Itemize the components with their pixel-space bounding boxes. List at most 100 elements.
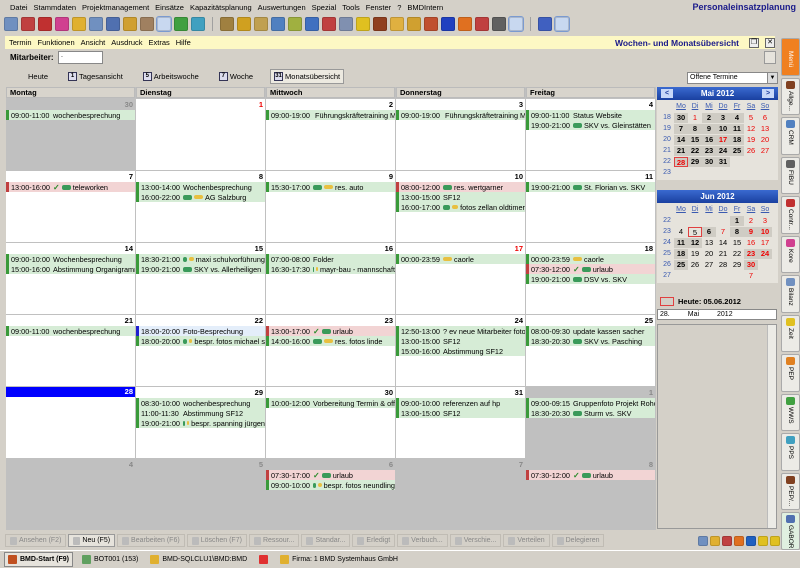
scrollbar[interactable] (767, 325, 776, 528)
delegieren-button[interactable]: Delegieren (551, 534, 605, 547)
text-icon[interactable] (21, 17, 35, 31)
close-icon[interactable]: ✕ (765, 37, 775, 48)
day-cell[interactable]: 2 09:00-19:00 Führungskräftetraining M (266, 99, 395, 170)
appointment[interactable]: 13:00-15:00 SF12 (396, 336, 525, 346)
menu-tools[interactable]: Tools (342, 2, 360, 12)
edit-icon[interactable] (407, 17, 421, 31)
tab-pps[interactable]: PPS (781, 433, 800, 471)
view-woche-button[interactable]: 7 Woche (216, 70, 256, 83)
mini-day[interactable]: 15 (688, 135, 702, 145)
day-cell[interactable]: 8 07:30-12:00 ✓ urlaub (526, 459, 655, 530)
chevron-down-icon[interactable]: ▼ (767, 73, 777, 83)
mini-day[interactable]: 3 (762, 216, 768, 225)
day-cell[interactable]: 8 13:00-14:00 Wochenbesprechung 16:00-22:00… (136, 171, 265, 242)
tab-contr[interactable]: Contr... (781, 196, 800, 234)
chart-icon[interactable] (72, 17, 86, 31)
taskbar-item[interactable]: BMD-Start (F9) (4, 552, 73, 567)
mini-day[interactable]: 28 (674, 157, 688, 167)
appointment[interactable]: 09:00-10:00 referenzen auf hp (396, 398, 525, 408)
appointment[interactable]: 09:00-11:00 wochenbesprechung (6, 326, 135, 336)
paw-icon[interactable] (441, 17, 455, 31)
mini-day[interactable]: 15 (732, 238, 742, 247)
appointment[interactable]: 07:00-08:00 Folder (266, 254, 395, 264)
mini-day[interactable]: 20 (760, 135, 770, 144)
users-icon[interactable] (156, 16, 172, 32)
standar-button[interactable]: Standar... (301, 534, 351, 547)
monitor-icon[interactable] (305, 17, 319, 31)
menu-projektmanagement[interactable]: Projektmanagement (82, 2, 150, 12)
day-cell[interactable]: 3 09:00-19:00 Führungskräftetraining M (396, 99, 525, 170)
ressour-button[interactable]: Ressour... (248, 534, 300, 547)
appointment[interactable]: 18:30-21:00 maxi schulvorführung (136, 254, 265, 264)
appointment[interactable]: 19:00-21:00 bespr. spanning jürgen (136, 418, 265, 428)
mini-day[interactable]: 18 (674, 249, 688, 259)
mini-day[interactable]: 23 (702, 146, 716, 156)
verteilen-button[interactable]: Verteilen (503, 534, 550, 547)
appointment[interactable]: 18:00-20:00 Foto-Besprechung (136, 326, 265, 336)
day-cell[interactable]: 5 (136, 459, 265, 530)
mini-day[interactable]: 8 (730, 227, 744, 237)
appointment[interactable]: 13:00-17:00 ✓ urlaub (266, 326, 395, 336)
mini-day[interactable]: 20 (704, 249, 714, 258)
mini-day[interactable]: 3 (716, 113, 730, 123)
day-cell[interactable]: 30 09:00-11:00 wochenbesprechung (6, 99, 135, 170)
appointment[interactable]: 19:00-21:00 DSV vs. SKV (526, 274, 655, 284)
print-icon[interactable] (191, 17, 205, 31)
refresh-icon[interactable] (734, 535, 744, 546)
appointment[interactable]: 07:30-17:00 ✓ urlaub (266, 470, 395, 480)
mini-day[interactable]: 25 (730, 146, 744, 156)
appointment[interactable]: 14:00-16:00 res. fotos linde (266, 336, 395, 346)
appointment[interactable]: 18:30-20:30 SKV vs. Pasching (526, 336, 655, 346)
appointment[interactable]: 09:00-19:00 Führungskräftetraining M (266, 110, 395, 120)
chevron-right-icon[interactable]: > (762, 89, 774, 98)
day-cell[interactable]: 17 00:00-23:59 caorle (396, 243, 525, 314)
mini-day[interactable]: 23 (744, 249, 758, 259)
recycle-icon[interactable] (174, 17, 188, 31)
appointment[interactable]: 09:00-10:00 bespr. fotos neundling (266, 480, 395, 490)
taskbar-item[interactable]: BMD-SQLCLU1\BMD:BMD (147, 552, 250, 567)
tab-kore[interactable]: Kore (781, 235, 800, 274)
view-heute-button[interactable]: Heute (25, 70, 51, 83)
mini-day[interactable]: 29 (688, 157, 702, 167)
mini-day[interactable]: 26 (746, 146, 756, 155)
day-cell[interactable]: 4 09:00-11:00 Status Website 19:00-21:00 SKV… (526, 99, 655, 170)
taskbar-item[interactable]: BOT001 (153) (79, 552, 141, 567)
day-cell[interactable]: 23 13:00-17:00 ✓ urlaub 14:00-16:00 res. foto… (266, 315, 395, 386)
mini-day[interactable]: 22 (688, 146, 702, 156)
mini-day[interactable]: 30 (674, 113, 688, 123)
menu-spezial[interactable]: Spezial (311, 2, 337, 12)
mini-day[interactable]: 1 (692, 113, 698, 122)
appointment[interactable]: 15:00-16:00 Abstimmung SF12 (396, 346, 525, 356)
coins-icon[interactable] (123, 17, 137, 31)
plus-icon[interactable] (770, 535, 780, 546)
appointment[interactable]: 09:00-11:00 wochenbesprechung (6, 110, 135, 120)
day-cell[interactable]: 7 13:00-16:00 ✓ teleworken (6, 171, 135, 242)
appointment[interactable]: 07:30-12:00 ✓ urlaub (526, 470, 655, 480)
mini-day[interactable]: 10 (716, 124, 730, 134)
people-icon[interactable] (237, 17, 251, 31)
appointment[interactable]: 00:00-23:59 caorle (396, 254, 525, 264)
day-cell[interactable]: 6 07:30-17:00 ✓ urlaub 09:00-10:00 bespr. fot… (266, 459, 395, 530)
mini-day[interactable]: 26 (690, 260, 700, 269)
mini-day[interactable]: 22 (732, 249, 742, 258)
flask-icon[interactable] (55, 17, 69, 31)
mini-day[interactable]: 7 (720, 227, 726, 236)
mini-day[interactable]: 30 (744, 260, 758, 270)
mini-day[interactable]: 28 (718, 260, 728, 269)
appointment[interactable]: 13:00-16:00 ✓ teleworken (6, 182, 135, 192)
day-cell[interactable]: 31 09:00-10:00 referenzen auf hp 13:00-15:0… (396, 387, 525, 458)
mini-day[interactable]: 9 (702, 124, 716, 134)
appointment[interactable]: 08:00-09:30 update kassen sacher (526, 326, 655, 336)
day-cell[interactable]: 29 08:30-10:00 wochenbesprechung 11:00-11:3… (136, 387, 265, 458)
mini-day[interactable]: 11 (730, 124, 744, 134)
mini-day[interactable]: 16 (746, 238, 756, 247)
day-cell[interactable]: 4 (6, 459, 135, 530)
mini-day[interactable]: 21 (718, 249, 728, 258)
menu-kapazitätsplanung[interactable]: Kapazitätsplanung (189, 2, 252, 12)
menu-fenster[interactable]: Fenster (365, 2, 392, 12)
window-icon[interactable] (538, 17, 552, 31)
